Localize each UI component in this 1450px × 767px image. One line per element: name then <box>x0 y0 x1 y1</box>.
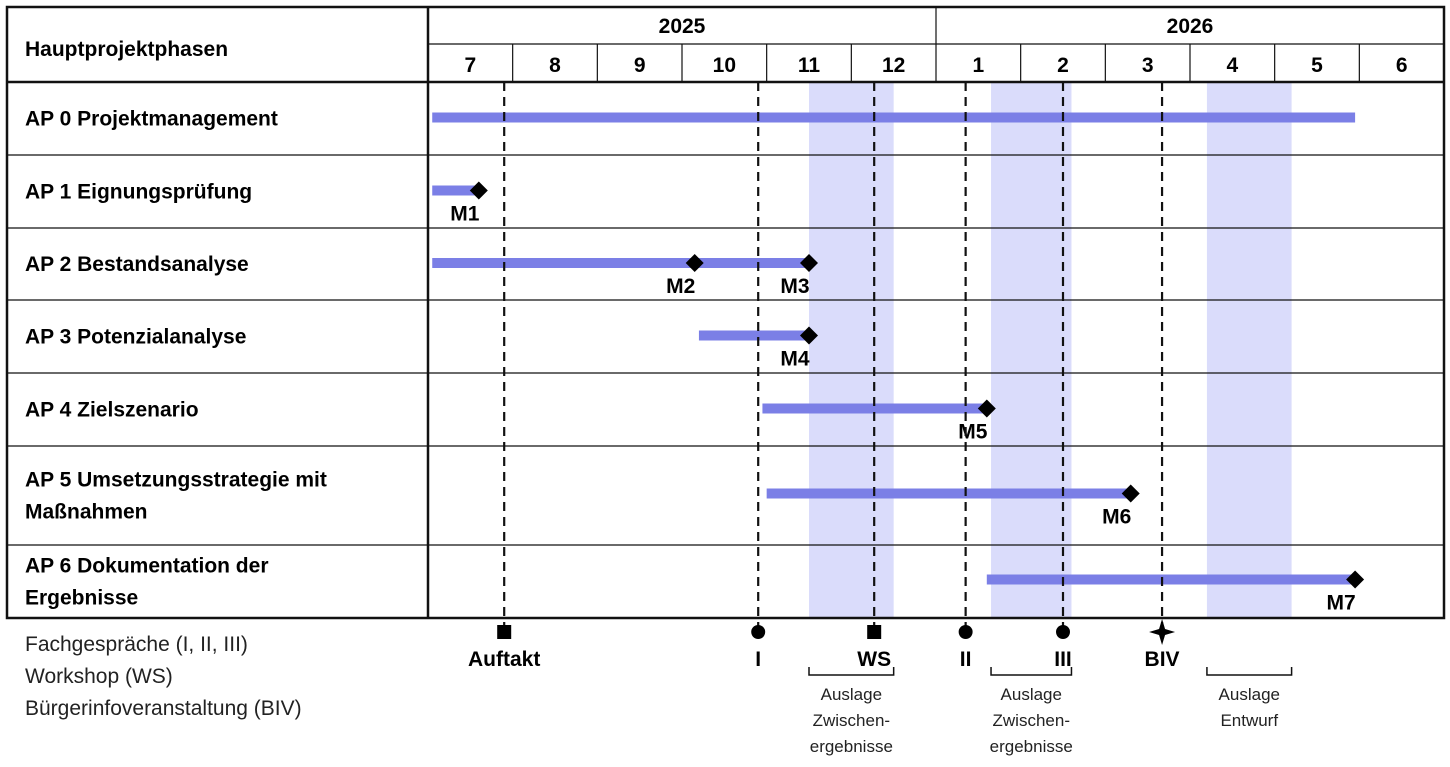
phase-bar-3 <box>698 330 809 341</box>
event-label-II: II <box>960 648 972 671</box>
highlight-label-1: ergebnisse <box>810 737 893 756</box>
highlight-label-3: Auslage <box>1219 685 1280 704</box>
highlight-bracket-2 <box>990 667 1073 676</box>
month-label-1: 7 <box>464 54 476 77</box>
month-label-9: 3 <box>1142 54 1154 77</box>
highlight-label-2: Zwischen- <box>993 711 1070 730</box>
phase-bar-0 <box>432 112 1356 123</box>
legend-item-3: Bürgerinfoveranstaltung (BIV) <box>25 697 302 720</box>
phase-label-6: AP 6 Dokumentation der <box>25 555 269 578</box>
year-label-2025: 2025 <box>659 15 706 38</box>
phase-label-6: Ergebnisse <box>25 587 138 610</box>
legend-item-1: Fachgespräche (I, II, III) <box>25 633 248 656</box>
milestone-M5 <box>977 399 996 418</box>
highlight-bracket-3 <box>1206 667 1293 676</box>
month-label-10: 4 <box>1226 54 1238 77</box>
event-label-Auftakt: Auftakt <box>468 648 540 671</box>
month-label-8: 2 <box>1057 54 1069 77</box>
milestone-label-M4: M4 <box>780 348 809 371</box>
phase-label-4: AP 4 Zielszenario <box>25 399 199 422</box>
phase-bar-5 <box>766 488 1131 499</box>
phase-bar-2 <box>432 258 809 268</box>
month-label-2: 8 <box>549 54 561 77</box>
milestone-label-M7: M7 <box>1327 592 1356 615</box>
legend-item-2: Workshop (WS) <box>25 665 173 688</box>
highlight-band-3 <box>1206 82 1292 618</box>
highlight-label-3: Entwurf <box>1220 711 1278 730</box>
milestone-label-M3: M3 <box>780 275 809 298</box>
month-label-6: 12 <box>882 54 905 77</box>
event-marker-I <box>751 625 766 639</box>
highlight-bracket-1 <box>808 667 895 676</box>
year-label-2026: 2026 <box>1167 15 1214 38</box>
phase-label-5: Maßnahmen <box>25 501 148 524</box>
phase-bar-6 <box>986 574 1356 585</box>
event-marker-II <box>958 625 973 639</box>
phase-label-2: AP 2 Bestandsanalyse <box>25 253 249 276</box>
milestone-label-M1: M1 <box>450 203 479 226</box>
month-label-12: 6 <box>1396 54 1408 77</box>
month-label-3: 9 <box>634 54 646 77</box>
month-label-11: 5 <box>1311 54 1323 77</box>
table-frame <box>5 5 1446 620</box>
highlight-label-2: Auslage <box>1001 685 1062 704</box>
phase-bar-1 <box>432 185 479 196</box>
phase-label-3: AP 3 Potenzialanalyse <box>25 326 246 349</box>
milestone-M4 <box>800 326 818 345</box>
month-label-4: 10 <box>713 54 736 77</box>
highlight-band-2 <box>991 82 1072 618</box>
highlight-label-2: ergebnisse <box>990 737 1073 756</box>
month-label-5: 11 <box>798 54 821 77</box>
milestone-M6 <box>1121 484 1140 503</box>
highlight-label-1: Auslage <box>821 685 882 704</box>
milestone-M2 <box>685 254 704 272</box>
event-marker-BIV <box>1149 619 1176 645</box>
milestone-M1 <box>469 181 488 200</box>
milestone-M3 <box>800 254 818 272</box>
month-label-7: 1 <box>972 54 984 77</box>
event-marker-WS <box>867 625 882 639</box>
milestone-label-M5: M5 <box>958 421 987 444</box>
milestone-M7 <box>1346 570 1365 589</box>
event-label-WS: WS <box>857 648 891 671</box>
highlight-label-1: Zwischen- <box>813 711 890 730</box>
phase-bar-4 <box>762 403 987 414</box>
event-label-I: I <box>755 648 761 671</box>
event-marker-Auftakt <box>497 625 512 639</box>
phase-label-0: AP 0 Projektmanagement <box>25 108 278 131</box>
milestone-label-M2: M2 <box>666 275 695 298</box>
phase-label-1: AP 1 Eignungsprüfung <box>25 181 252 204</box>
event-label-III: III <box>1054 648 1072 671</box>
header-label: Hauptprojektphasen <box>25 38 228 61</box>
event-marker-III <box>1056 625 1070 639</box>
milestone-label-M6: M6 <box>1102 506 1131 529</box>
event-label-BIV: BIV <box>1145 648 1180 671</box>
highlight-band-1 <box>809 82 894 618</box>
phase-label-5: AP 5 Umsetzungsstrategie mit <box>25 469 327 492</box>
